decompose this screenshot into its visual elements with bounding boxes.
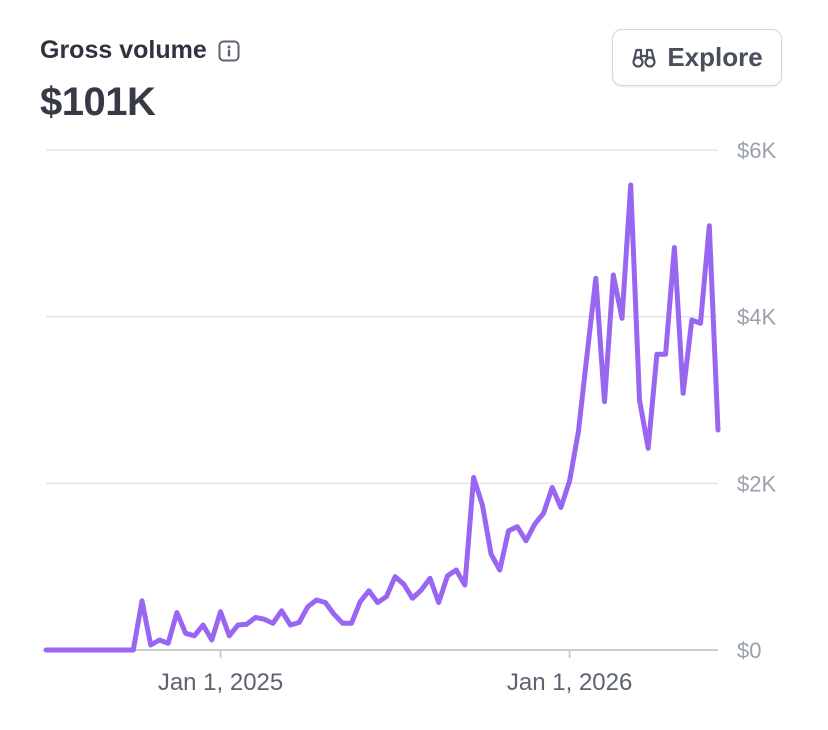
data-point bbox=[517, 526, 518, 527]
data-point bbox=[403, 584, 404, 585]
x-axis: Jan 1, 2025 Jan 1, 2026 bbox=[158, 650, 632, 696]
total-value: $101K bbox=[40, 80, 156, 124]
data-point bbox=[622, 318, 623, 319]
explore-button[interactable]: Explore bbox=[612, 29, 782, 86]
data-point bbox=[342, 623, 343, 624]
data-point bbox=[54, 650, 55, 651]
x-tick-label: Jan 1, 2025 bbox=[158, 669, 283, 696]
info-icon[interactable] bbox=[217, 39, 241, 63]
data-point bbox=[377, 602, 378, 603]
data-point bbox=[395, 576, 396, 577]
data-point bbox=[168, 643, 169, 644]
y-axis: $0 $2K $4K $6K bbox=[737, 138, 776, 663]
data-point bbox=[578, 431, 579, 432]
data-point bbox=[238, 625, 239, 626]
y-tick-label: $0 bbox=[737, 638, 761, 663]
data-point bbox=[176, 612, 177, 613]
data-point bbox=[203, 625, 204, 626]
data-point bbox=[386, 596, 387, 597]
data-point bbox=[587, 354, 588, 355]
data-point bbox=[229, 635, 230, 636]
data-point bbox=[72, 650, 73, 651]
data-point bbox=[150, 645, 151, 646]
data-point bbox=[700, 323, 701, 324]
data-point bbox=[456, 570, 457, 571]
data-point bbox=[316, 600, 317, 601]
series-line-0 bbox=[43, 182, 721, 653]
data-point bbox=[351, 623, 352, 624]
data-point bbox=[255, 617, 256, 618]
data-point bbox=[543, 513, 544, 514]
data-point bbox=[281, 610, 282, 611]
data-point bbox=[46, 650, 47, 651]
data-point bbox=[560, 507, 561, 508]
chart-title: Gross volume bbox=[40, 36, 241, 65]
data-point bbox=[438, 602, 439, 603]
data-point bbox=[412, 598, 413, 599]
data-point bbox=[264, 619, 265, 620]
data-point bbox=[464, 585, 465, 586]
data-point bbox=[630, 185, 631, 186]
data-point bbox=[89, 650, 90, 651]
data-point bbox=[604, 401, 605, 402]
data-point bbox=[246, 624, 247, 625]
data-point bbox=[194, 635, 195, 636]
data-point bbox=[552, 487, 553, 488]
data-point bbox=[421, 590, 422, 591]
data-point bbox=[499, 570, 500, 571]
data-point bbox=[142, 600, 143, 601]
data-point bbox=[656, 354, 657, 355]
data-point bbox=[508, 530, 509, 531]
data-point bbox=[482, 505, 483, 506]
data-point bbox=[360, 601, 361, 602]
data-point bbox=[595, 278, 596, 279]
grid-lines bbox=[46, 149, 718, 651]
data-point bbox=[491, 554, 492, 555]
data-point bbox=[185, 633, 186, 634]
data-point bbox=[124, 650, 125, 651]
data-point bbox=[272, 623, 273, 624]
data-point bbox=[648, 448, 649, 449]
data-point bbox=[709, 225, 710, 226]
data-point bbox=[290, 625, 291, 626]
data-point bbox=[220, 611, 221, 612]
data-point bbox=[159, 640, 160, 641]
data-point bbox=[683, 393, 684, 394]
series-group bbox=[43, 182, 721, 653]
binoculars-icon bbox=[632, 48, 656, 68]
data-point bbox=[299, 622, 300, 623]
data-point bbox=[691, 320, 692, 321]
data-point bbox=[334, 614, 335, 615]
data-point bbox=[674, 247, 675, 248]
data-point bbox=[665, 354, 666, 355]
data-point bbox=[368, 590, 369, 591]
data-point bbox=[526, 540, 527, 541]
data-point bbox=[473, 477, 474, 478]
data-point bbox=[718, 430, 719, 431]
data-point bbox=[639, 400, 640, 401]
data-point bbox=[325, 602, 326, 603]
y-tick-label: $2K bbox=[737, 471, 776, 496]
data-point bbox=[115, 650, 116, 651]
data-point bbox=[80, 650, 81, 651]
data-point bbox=[613, 275, 614, 276]
x-tick-label: Jan 1, 2026 bbox=[507, 669, 632, 696]
y-tick-label: $4K bbox=[737, 305, 776, 330]
data-point bbox=[569, 480, 570, 481]
data-point bbox=[430, 578, 431, 579]
data-point bbox=[307, 606, 308, 607]
data-point bbox=[107, 650, 108, 651]
data-point bbox=[98, 650, 99, 651]
explore-label: Explore bbox=[667, 42, 763, 72]
data-point bbox=[63, 650, 64, 651]
gross-volume-title: Gross volume bbox=[40, 36, 207, 64]
y-tick-label: $6K bbox=[737, 138, 776, 163]
data-point bbox=[534, 524, 535, 525]
data-point bbox=[447, 575, 448, 576]
data-point bbox=[133, 650, 134, 651]
data-point bbox=[211, 640, 212, 641]
